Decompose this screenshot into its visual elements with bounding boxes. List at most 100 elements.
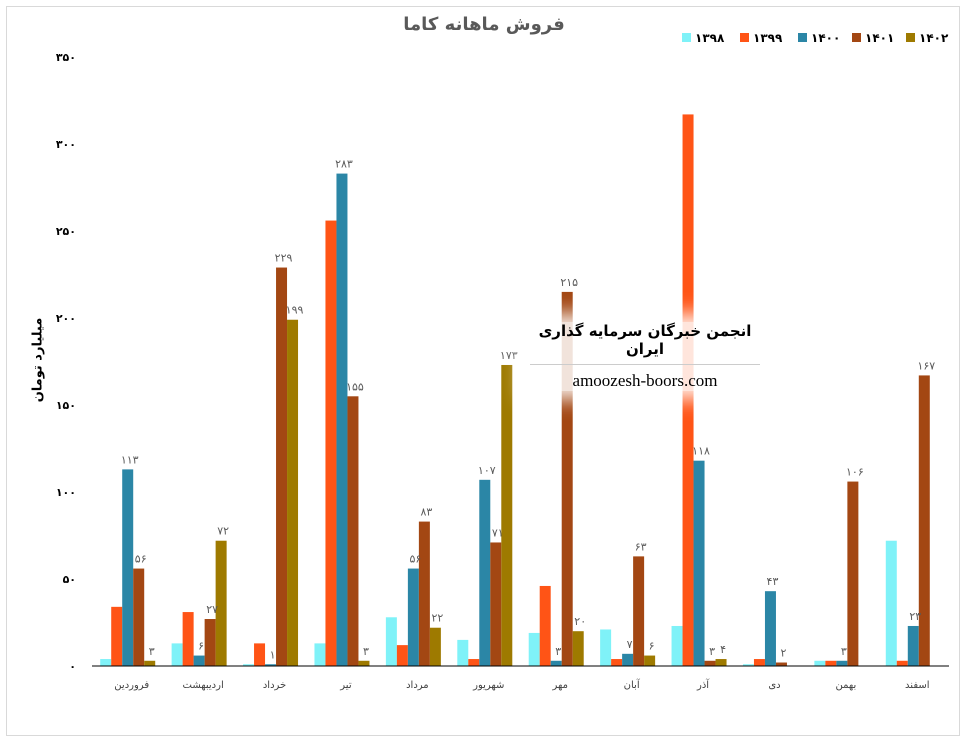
data-label: ۷۱	[492, 526, 504, 539]
watermark-org: انجمن خبرگان سرمایه گذاری ایران	[530, 322, 760, 365]
data-label: ۱۱۸	[692, 445, 710, 458]
bar	[671, 625, 683, 666]
y-tick-label: ۱۵۰	[56, 399, 76, 412]
bar	[704, 660, 716, 666]
bar	[907, 625, 919, 666]
bar	[501, 364, 513, 666]
data-label: ۲۱۵	[560, 276, 578, 289]
bar	[468, 659, 480, 666]
bar	[600, 629, 612, 666]
data-label: ۱۵۵	[346, 380, 364, 393]
bar	[775, 662, 787, 666]
data-label: ۱۷۳	[500, 349, 518, 362]
bar	[457, 639, 469, 666]
bar	[193, 655, 205, 666]
legend-swatch	[740, 33, 749, 42]
data-label: ۳	[363, 645, 369, 658]
bar	[429, 627, 441, 666]
category-label: فروردین	[114, 680, 149, 691]
bar	[814, 660, 826, 666]
data-label: ۲۷	[206, 603, 218, 616]
legend-label: ۱۳۹۸	[695, 31, 725, 45]
bar	[479, 479, 491, 666]
data-label: ۵۶	[135, 553, 147, 566]
chart-title: فروش ماهانه کاما	[403, 14, 565, 35]
category-labels: فروردین اردیبهشت خرداد تیر مرداد شهریور مهر آبا…	[114, 678, 929, 691]
bar	[396, 645, 408, 666]
bar	[550, 660, 562, 666]
bar	[204, 619, 216, 666]
bar	[528, 632, 540, 666]
category-label: شهریور	[472, 680, 504, 691]
bar	[611, 659, 623, 666]
y-tick-label: ۰	[69, 660, 76, 673]
data-label: ۲۸۳	[335, 158, 353, 171]
bar	[325, 220, 337, 666]
bar	[490, 542, 502, 666]
bar	[753, 659, 765, 666]
bar	[885, 540, 897, 666]
y-tick-label: ۵۰	[63, 573, 76, 586]
category-label: اردیبهشت	[183, 680, 224, 691]
category-label: بهمن	[835, 680, 856, 691]
data-label: ۱	[270, 648, 276, 661]
watermark: انجمن خبرگان سرمایه گذاری ایران amoozesh…	[530, 322, 760, 391]
bar	[896, 660, 908, 666]
bar	[336, 173, 348, 666]
y-tick-label: ۲۵۰	[56, 225, 76, 238]
legend-label: ۱۴۰۰	[811, 31, 840, 45]
data-label: ۸۳	[420, 506, 432, 519]
bar	[254, 643, 266, 666]
chart-frame	[6, 6, 960, 736]
bar	[633, 556, 645, 666]
category-label: مرداد	[406, 680, 429, 691]
bar	[539, 585, 551, 666]
bar	[215, 540, 227, 666]
data-label: ۳	[709, 645, 715, 658]
data-label: ۶	[649, 640, 655, 653]
bar	[243, 664, 255, 666]
data-label: ۱۰۷	[478, 464, 496, 477]
legend-label: ۱۳۹۹	[753, 31, 783, 45]
bar	[144, 660, 156, 666]
bar	[836, 660, 848, 666]
y-tick-label: ۳۰۰	[56, 138, 76, 151]
data-label: ۵۶	[409, 553, 421, 566]
bar	[561, 291, 573, 666]
legend-swatch	[682, 33, 691, 42]
bar	[407, 568, 419, 666]
legend-swatch	[798, 33, 807, 42]
bar	[385, 617, 397, 666]
data-label: ۷۲	[217, 525, 229, 538]
y-axis-ticks: ۰ ۵۰ ۱۰۰ ۱۵۰ ۲۰۰ ۲۵۰ ۳۰۰ ۳۵۰	[56, 51, 76, 673]
data-label: ۲	[780, 647, 786, 660]
legend-label: ۱۴۰۲	[919, 31, 949, 45]
category-label: خرداد	[263, 680, 286, 691]
legend-swatch	[906, 33, 915, 42]
data-label: ۲۰	[574, 615, 586, 628]
data-label: ۴	[720, 643, 726, 656]
bar	[265, 664, 277, 666]
watermark-url: amoozesh-boors.com	[572, 371, 718, 390]
legend-swatch	[852, 33, 861, 42]
data-label: ۱۹۹	[286, 304, 304, 317]
bar	[622, 653, 634, 666]
legend-label: ۱۴۰۱	[865, 31, 894, 45]
data-label: ۱۱۳	[121, 453, 139, 466]
bar	[358, 660, 370, 666]
category-label: تیر	[339, 680, 352, 691]
bar	[182, 612, 194, 666]
data-label: ۴۳	[767, 575, 779, 588]
bar	[847, 481, 859, 666]
data-label: ۶۳	[635, 540, 647, 553]
bar	[287, 319, 299, 666]
category-label: اسفند	[905, 680, 929, 691]
bar	[133, 568, 145, 666]
data-label: ۲۳	[909, 610, 921, 623]
bar	[644, 655, 656, 666]
bar	[100, 659, 112, 666]
category-label: آذر	[696, 678, 710, 691]
y-tick-label: ۳۵۰	[56, 51, 76, 64]
bar	[276, 267, 288, 666]
bar	[825, 660, 837, 666]
